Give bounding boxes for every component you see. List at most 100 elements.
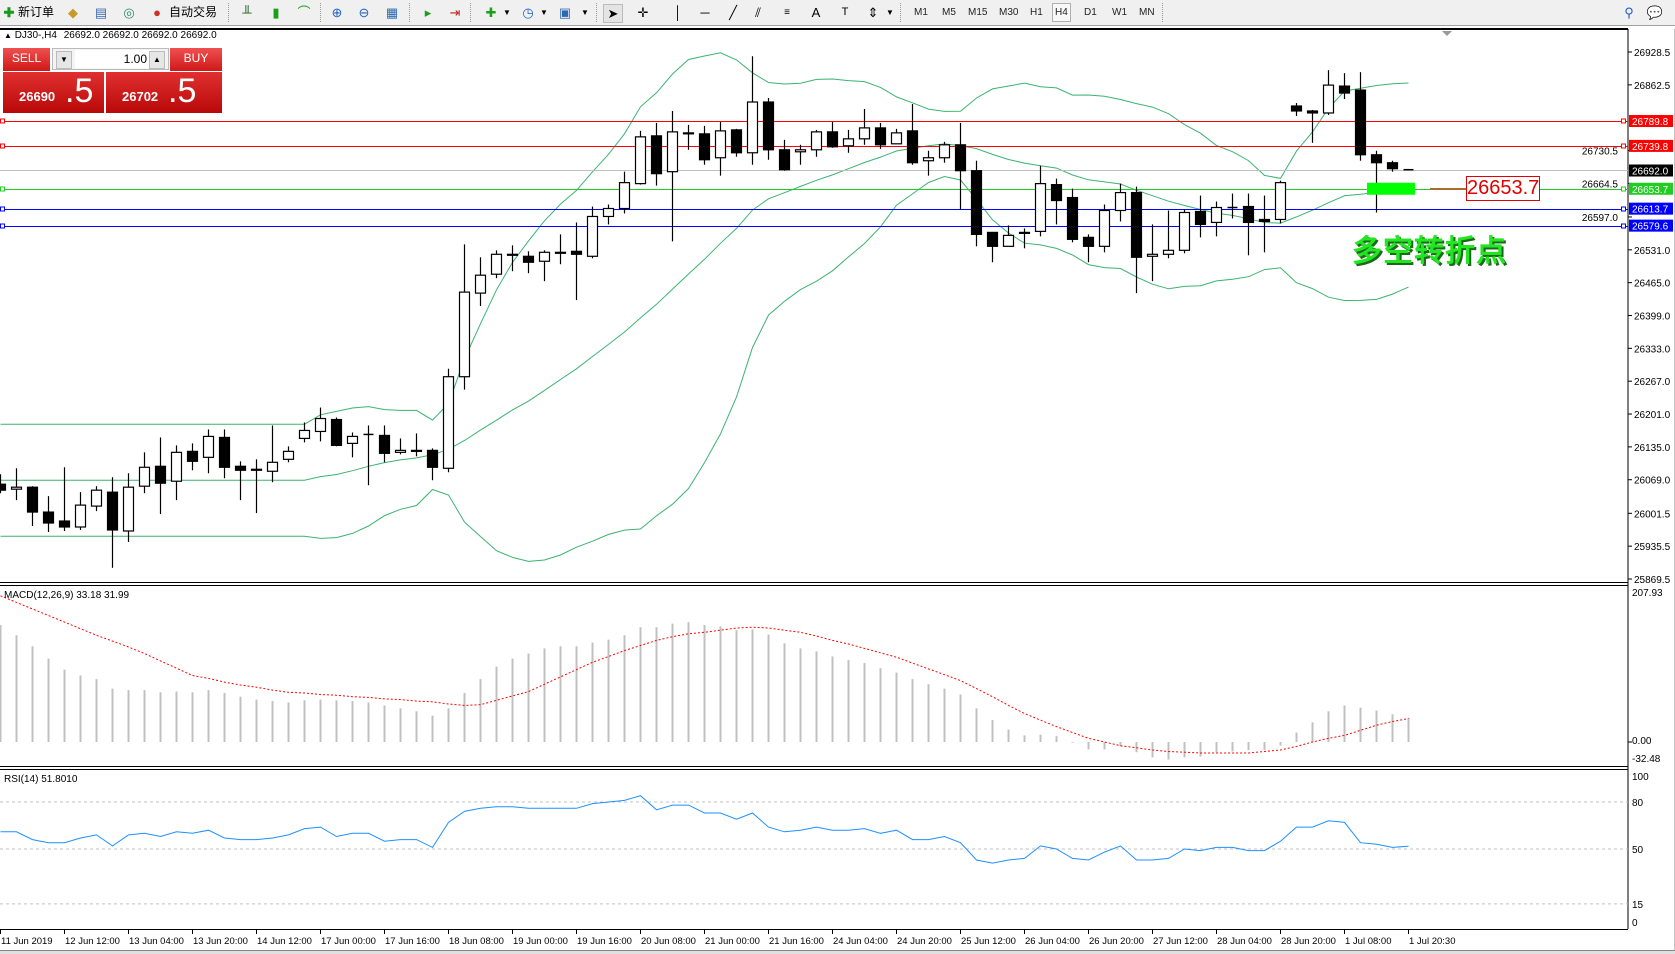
- candle: [1130, 186, 1143, 294]
- macd-histogram-bar: [47, 658, 50, 742]
- candle: [1258, 195, 1271, 253]
- sell-price[interactable]: 26690 .5: [3, 72, 104, 113]
- time-tick-label: 14 Jun 12:00: [257, 936, 312, 947]
- macd-title: MACD(12,26,9) 33.18 31.99: [4, 590, 130, 601]
- macd-histogram-bar: [543, 648, 546, 742]
- lot-stepper[interactable]: ▼ ▲: [52, 48, 169, 70]
- bar-chart-icon[interactable]: ╨: [242, 5, 252, 20]
- lot-increase-icon[interactable]: ▲: [149, 51, 165, 69]
- timeframe-m30[interactable]: M30: [999, 7, 1019, 18]
- toolbar-separator: [596, 3, 598, 22]
- timeframe-m5[interactable]: M5: [942, 7, 956, 18]
- candle-body-bear: [218, 436, 231, 468]
- buy-price[interactable]: 26702 .5: [106, 72, 222, 113]
- zoom-in-icon[interactable]: ⊕: [331, 5, 343, 20]
- turning-point-annotation[interactable]: 多空转折点: [1352, 234, 1507, 269]
- timeframe-h1[interactable]: H1: [1030, 7, 1043, 18]
- candle: [1114, 183, 1127, 222]
- terminal-icon[interactable]: ▤: [94, 5, 108, 20]
- chat-icon[interactable]: 💬: [1646, 5, 1664, 20]
- rsi-axis-label: 80: [1632, 798, 1644, 809]
- candle-body-bear: [1338, 85, 1351, 94]
- turning-point-price-label[interactable]: 26653.7: [1466, 176, 1540, 201]
- auto-scroll-icon[interactable]: ⇥: [449, 5, 461, 20]
- history-center-icon[interactable]: ◆: [68, 5, 78, 20]
- zoom-out-icon[interactable]: ⊖: [358, 5, 370, 20]
- line-price-label: 26579.6: [1632, 222, 1669, 233]
- chevron-down-icon[interactable]: ▼: [503, 8, 511, 17]
- candle: [1098, 204, 1111, 253]
- time-tick-label: 17 Jun 00:00: [321, 936, 376, 947]
- text-label-icon[interactable]: T: [841, 6, 849, 18]
- line-price-label: 26653.7: [1632, 185, 1669, 196]
- time-tick-label: 18 Jun 08:00: [449, 936, 504, 947]
- market-watch-icon[interactable]: ◎: [123, 5, 135, 20]
- macd-histogram-bar: [1167, 742, 1170, 760]
- candle-body-bull: [890, 132, 903, 145]
- toolbar-separator: [1162, 3, 1164, 22]
- macd-histogram-bar: [415, 711, 418, 742]
- bollinger-middle-band: [0, 143, 1409, 481]
- collapse-triangle-icon[interactable]: ▲: [4, 31, 12, 40]
- text-icon[interactable]: A: [811, 5, 821, 20]
- macd-histogram-bar: [287, 702, 290, 742]
- macd-histogram-bar: [911, 679, 914, 742]
- crosshair-icon[interactable]: ✛: [637, 5, 649, 20]
- macd-signal-line: [0, 595, 1409, 754]
- macd-histogram-bar: [1231, 742, 1234, 752]
- chevron-down-icon[interactable]: ▼: [540, 8, 548, 17]
- lot-decrease-icon[interactable]: ▼: [56, 51, 72, 69]
- cursor-icon[interactable]: ➤: [603, 4, 623, 23]
- candle-body-bull: [490, 253, 503, 275]
- candle: [778, 139, 791, 171]
- candle-body-bear: [426, 449, 439, 468]
- trendline-icon[interactable]: ╱: [729, 5, 737, 20]
- timeframe-h4[interactable]: H4: [1052, 3, 1071, 22]
- candle: [282, 446, 295, 463]
- candle: [986, 231, 999, 263]
- chevron-down-icon[interactable]: ▼: [581, 8, 589, 17]
- macd-histogram-bar: [831, 656, 834, 742]
- arrows-icon[interactable]: ⇕: [867, 5, 879, 20]
- current-price-label-bg: [1629, 164, 1673, 177]
- candle-body-bear: [58, 520, 71, 528]
- timeframe-m1[interactable]: M1: [914, 7, 928, 18]
- candle: [746, 56, 759, 165]
- equidistant-channel-icon[interactable]: ⫽: [755, 5, 761, 20]
- auto-trading-button[interactable]: 自动交易: [169, 5, 218, 19]
- macd-histogram-bar: [1263, 742, 1266, 751]
- new-order-icon[interactable]: ✚: [3, 5, 15, 20]
- buy-button[interactable]: BUY: [170, 48, 222, 72]
- auto-trading-icon[interactable]: ●: [153, 5, 161, 20]
- timeframe-d1[interactable]: D1: [1084, 7, 1097, 18]
- chevron-down-icon[interactable]: ▼: [886, 8, 894, 17]
- sell-button[interactable]: SELL: [3, 48, 50, 72]
- chart-shift-icon[interactable]: ▸: [424, 5, 432, 20]
- vertical-line-icon[interactable]: │: [673, 5, 683, 20]
- candle: [26, 486, 39, 527]
- timeframe-w1[interactable]: W1: [1112, 7, 1127, 18]
- price-tick-label: 26201.0: [1634, 410, 1671, 421]
- timeframe-m15[interactable]: M15: [968, 7, 988, 18]
- macd-histogram-bar: [1359, 707, 1362, 742]
- search-icon[interactable]: ⚲: [1624, 5, 1634, 20]
- price-tick-label: 26333.0: [1634, 344, 1671, 355]
- candle-body-bull: [314, 417, 327, 433]
- line-chart-icon[interactable]: ⌒: [297, 5, 311, 20]
- periods-icon[interactable]: ◷: [522, 5, 534, 20]
- new-order-button[interactable]: 新订单: [18, 5, 55, 19]
- fibonacci-icon[interactable]: ≡: [784, 7, 790, 18]
- tile-windows-icon[interactable]: ▦: [385, 5, 399, 20]
- candle: [954, 122, 967, 210]
- candle-body-bull: [714, 130, 727, 159]
- horizontal-line-icon[interactable]: ─: [700, 5, 710, 20]
- candle: [1178, 209, 1191, 254]
- candle: [554, 234, 567, 265]
- templates-icon[interactable]: ▣: [558, 5, 572, 20]
- bollinger-lower-band: [0, 175, 1409, 562]
- lot-input[interactable]: [75, 50, 151, 68]
- candlestick-icon[interactable]: ▮: [272, 5, 280, 20]
- indicators-icon[interactable]: ✚: [485, 5, 497, 20]
- timeframe-mn[interactable]: MN: [1139, 7, 1155, 18]
